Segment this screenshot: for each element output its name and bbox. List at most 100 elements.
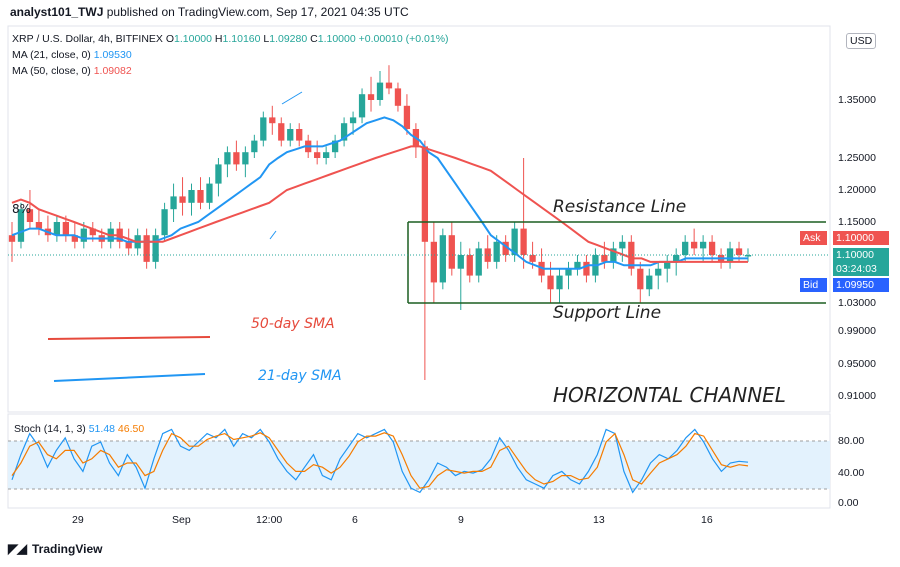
ma50-line[interactable] [11,145,748,263]
candle-body[interactable] [242,152,249,165]
resistance-annotation: Resistance Line [553,197,687,217]
candle-body[interactable] [35,222,43,229]
stoch-tick: 40.00 [838,467,865,479]
candle-body[interactable] [125,241,132,249]
footer-branding[interactable]: ◤◢ TradingView [8,541,102,557]
candle-body[interactable] [143,235,150,262]
candle-body[interactable] [403,105,411,129]
candle-body[interactable] [708,241,716,255]
candle-body[interactable] [457,255,464,269]
candle-body[interactable] [655,268,662,276]
candle-body[interactable] [17,209,25,242]
sma21-legend-stroke [53,373,206,382]
candle-body[interactable] [682,241,689,255]
candle-body[interactable] [565,268,572,276]
candle-body[interactable] [80,228,87,242]
legend-ma21-row[interactable]: MA (21, close, 0) 1.09530 [12,47,449,63]
candle-body[interactable] [215,164,222,184]
candle-body[interactable] [287,129,294,141]
candle-body[interactable] [296,129,303,141]
candle-body[interactable] [466,255,473,276]
time-tick: 13 [593,514,605,526]
publisher-name[interactable]: analyst101_TWJ [10,5,104,19]
candle-body[interactable] [448,235,455,269]
published-text: published on TradingView.com, Sep 17, 20… [106,5,409,19]
currency-button[interactable]: USD [846,33,877,49]
candle-body[interactable] [511,228,518,255]
candle-body[interactable] [26,209,34,222]
candle-body[interactable] [610,248,617,262]
candle-body[interactable] [269,117,276,124]
candle-body[interactable] [278,123,285,141]
candle-body[interactable] [735,248,743,255]
candle-body[interactable] [188,190,195,203]
candle-body[interactable] [53,222,61,236]
legend-l-label: L [263,33,270,45]
candle-body[interactable] [601,255,608,262]
candle-body[interactable] [421,146,429,242]
candle-body[interactable] [358,94,366,118]
candle-body[interactable] [170,196,177,210]
candle-body[interactable] [520,228,527,255]
candle-body[interactable] [699,241,707,249]
candle-body[interactable] [233,152,240,165]
candle-body[interactable] [529,255,536,262]
candle-body[interactable] [224,152,231,165]
candle-body[interactable] [197,190,204,203]
stoch-tick: 80.00 [838,435,865,447]
candle-body[interactable] [152,235,159,262]
legend-ma50-row[interactable]: MA (50, close, 0) 1.09082 [12,63,449,79]
candle-body[interactable] [484,248,491,262]
price-tick: 1.15000 [838,216,876,228]
legend-o-value: 1.10000 [174,33,212,45]
candle-body[interactable] [493,241,500,262]
candle-body[interactable] [673,255,680,262]
candle-body[interactable] [583,261,590,276]
candle-body[interactable] [89,228,96,236]
candle-body[interactable] [547,275,554,290]
candle-body[interactable] [664,261,671,269]
candle-body[interactable] [385,82,393,89]
candle-body[interactable] [179,196,186,203]
candle-body[interactable] [744,255,752,257]
candle-body[interactable] [439,235,446,283]
bid-label: Bid [800,278,827,292]
stoch-d-line[interactable] [11,432,749,489]
candle-body[interactable] [691,241,698,249]
stoch-d-value: 46.50 [117,423,145,435]
stoch-k-line[interactable] [11,428,749,494]
legend-symbol-row: XRP / U.S. Dollar, 4h, BITFINEX O1.10000… [12,31,449,47]
candle-body[interactable] [556,275,563,290]
candle-body[interactable] [206,183,213,203]
sma21-annotation: 21-day SMA [258,368,342,384]
time-tick: 16 [701,514,713,526]
candle-body[interactable] [62,222,69,236]
candle-body[interactable] [323,152,330,158]
candle-body[interactable] [8,235,16,242]
candle-body[interactable] [331,140,339,153]
candle-body[interactable] [161,209,168,236]
legend-symbol[interactable]: XRP / U.S. Dollar, 4h, BITFINEX [12,33,163,45]
candle-body[interactable] [340,123,348,141]
candle-body[interactable] [726,248,734,262]
candle-body[interactable] [502,241,509,255]
candle-body[interactable] [475,248,482,276]
stoch-legend[interactable]: Stoch (14, 1, 3) 51.48 46.50 [14,423,144,435]
candle-body[interactable] [394,88,402,106]
candle-body[interactable] [619,241,626,249]
candle-body[interactable] [430,241,437,283]
candle-body[interactable] [260,117,267,141]
candle-body[interactable] [574,261,581,269]
candle-body[interactable] [637,268,644,290]
candle-body[interactable] [71,235,78,242]
publish-header: analyst101_TWJ published on TradingView.… [10,5,409,19]
candle-body[interactable] [314,152,321,158]
candle-body[interactable] [349,117,357,124]
candle-body[interactable] [646,275,653,290]
candle-body[interactable] [367,94,375,100]
time-tick: 9 [458,514,464,526]
legend-l-value: 1.09280 [269,33,308,45]
candle-body[interactable] [251,140,258,153]
candle-body[interactable] [376,82,384,100]
candle-body[interactable] [628,241,635,269]
